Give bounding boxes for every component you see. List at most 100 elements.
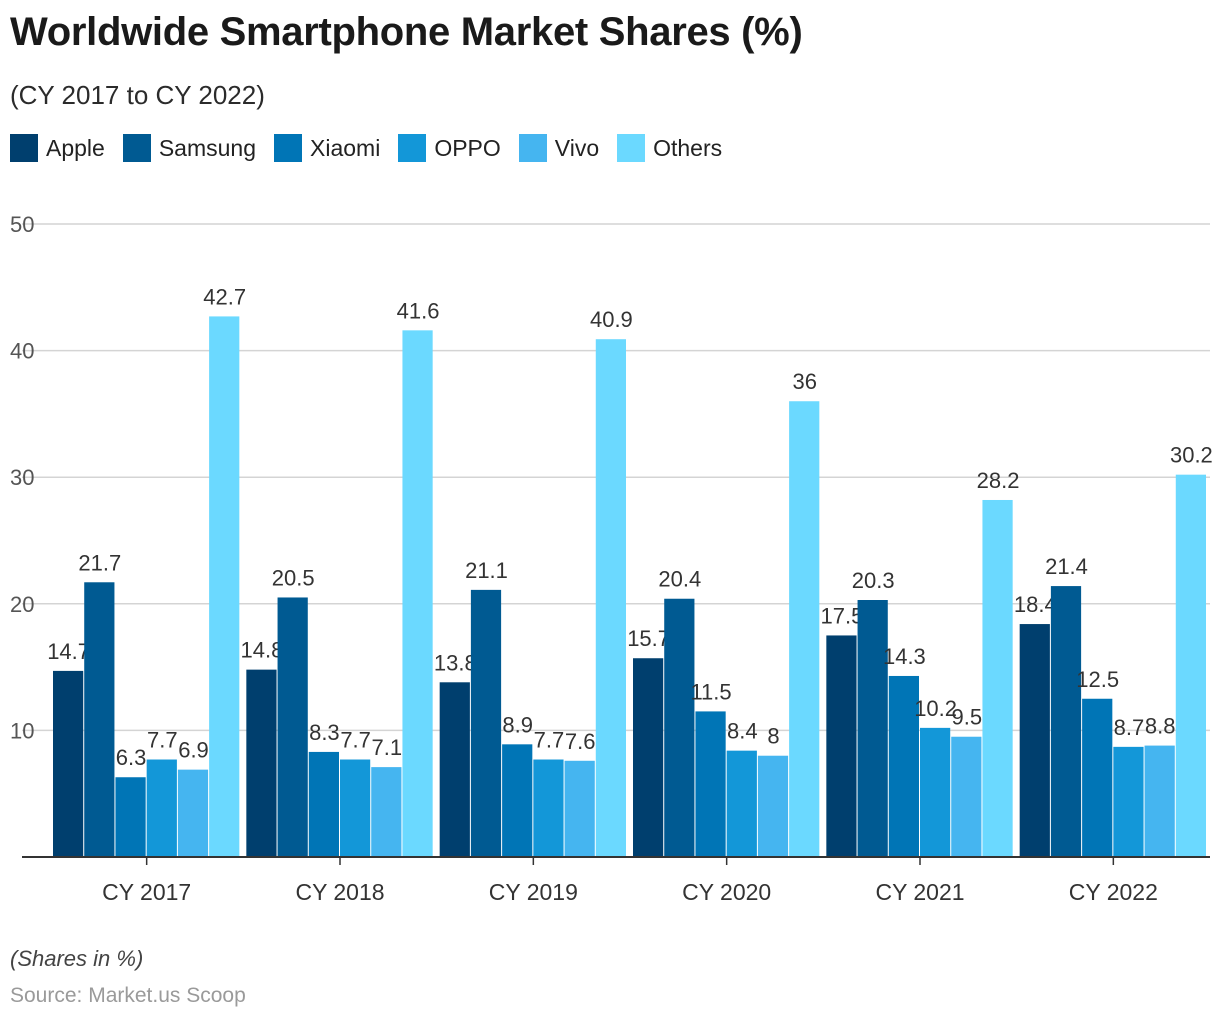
data-label-vivo-cy-2018: 7.1 <box>372 735 403 760</box>
legend-label-vivo: Vivo <box>554 134 600 161</box>
x-tick-label-cy-2018: CY 2018 <box>295 879 384 905</box>
legend-item-oppo: OPPO <box>398 134 501 162</box>
data-label-apple-cy-2022: 18.4 <box>1014 592 1057 617</box>
legend-label-oppo: OPPO <box>434 134 501 161</box>
bar-samsung-cy-2022 <box>1050 586 1082 857</box>
data-label-samsung-cy-2022: 21.4 <box>1045 554 1088 579</box>
bar-oppo-cy-2017 <box>146 759 177 857</box>
bar-apple-cy-2020 <box>633 658 664 857</box>
legend-swatch-others <box>617 134 646 162</box>
x-tick-label-cy-2019: CY 2019 <box>489 879 578 905</box>
bar-apple-cy-2021 <box>826 635 857 857</box>
legend-swatch-vivo <box>518 134 547 162</box>
data-label-others-cy-2021: 28.2 <box>977 468 1020 493</box>
data-label-others-cy-2022: 30.2 <box>1170 443 1213 468</box>
data-label-samsung-cy-2017: 21.7 <box>78 550 121 575</box>
data-label-oppo-cy-2018: 7.7 <box>340 728 371 753</box>
data-label-xiaomi-cy-2018: 8.3 <box>309 720 340 745</box>
bar-others-cy-2020 <box>789 401 820 857</box>
data-label-xiaomi-cy-2020: 11.5 <box>690 679 731 704</box>
legend-item-samsung: Samsung <box>122 134 256 162</box>
data-label-others-cy-2017: 42.7 <box>203 284 246 309</box>
data-label-samsung-cy-2018: 20.5 <box>272 565 315 590</box>
bar-oppo-cy-2021 <box>920 727 951 857</box>
bar-vivo-cy-2018 <box>371 767 402 857</box>
data-label-xiaomi-cy-2017: 6.3 <box>116 745 147 770</box>
bar-others-cy-2019 <box>595 339 626 857</box>
y-tick-label-50: 50 <box>10 212 34 237</box>
legend-label-apple: Apple <box>46 134 105 161</box>
bar-oppo-cy-2018 <box>340 759 371 857</box>
data-label-apple-cy-2018: 14.8 <box>241 638 284 663</box>
bar-xiaomi-cy-2020 <box>695 711 726 857</box>
bar-apple-cy-2018 <box>246 669 277 857</box>
data-label-xiaomi-cy-2019: 8.9 <box>502 712 533 737</box>
legend-label-others: Others <box>653 134 723 161</box>
legend-item-others: Others <box>617 134 722 162</box>
bar-samsung-cy-2021 <box>857 600 888 857</box>
data-label-vivo-cy-2019: 7.6 <box>565 729 596 754</box>
data-label-oppo-cy-2019: 7.7 <box>534 728 565 753</box>
bar-xiaomi-cy-2021 <box>888 675 919 857</box>
legend-item-apple: Apple <box>10 134 105 162</box>
y-tick-label-30: 30 <box>10 465 34 490</box>
data-label-others-cy-2019: 40.9 <box>590 307 633 332</box>
chart-title: Worldwide Smartphone Market Shares (%) <box>10 10 803 54</box>
data-label-vivo-cy-2022: 8.8 <box>1145 714 1176 739</box>
x-tick-label-cy-2021: CY 2021 <box>875 879 964 905</box>
data-label-vivo-cy-2021: 9.5 <box>952 705 983 730</box>
chart-subtitle: (CY 2017 to CY 2022) <box>10 80 265 110</box>
legend-item-xiaomi: Xiaomi <box>274 134 380 162</box>
data-label-oppo-cy-2022: 8.7 <box>1114 715 1145 740</box>
bar-others-cy-2021 <box>982 499 1013 857</box>
x-tick-label-cy-2022: CY 2022 <box>1069 879 1158 905</box>
bar-oppo-cy-2019 <box>533 759 564 857</box>
bar-samsung-cy-2017 <box>84 582 115 857</box>
bar-apple-cy-2019 <box>439 682 470 857</box>
data-label-others-cy-2018: 41.6 <box>397 298 440 323</box>
bar-samsung-cy-2018 <box>277 597 308 857</box>
legend-swatch-xiaomi <box>274 134 302 162</box>
legend-label-xiaomi: Xiaomi <box>310 134 381 161</box>
data-label-oppo-cy-2021: 10.2 <box>914 696 957 721</box>
bar-apple-cy-2022 <box>1019 624 1050 857</box>
y-tick-label-20: 20 <box>10 592 34 617</box>
data-label-xiaomi-cy-2022: 12.5 <box>1076 667 1119 692</box>
legend-swatch-samsung <box>122 134 151 162</box>
data-label-samsung-cy-2020: 20.4 <box>658 567 701 592</box>
data-label-oppo-cy-2017: 7.7 <box>147 728 178 753</box>
units-note: (Shares in %) <box>10 946 144 971</box>
bar-samsung-cy-2019 <box>470 589 502 857</box>
source-note: Source: Market.us Scoop <box>10 984 246 1007</box>
bar-xiaomi-cy-2019 <box>502 744 533 857</box>
bar-xiaomi-cy-2018 <box>308 751 339 857</box>
data-label-others-cy-2020: 36 <box>792 369 816 394</box>
data-label-apple-cy-2019: 13.8 <box>434 650 477 675</box>
x-tick-label-cy-2017: CY 2017 <box>102 879 191 905</box>
data-label-samsung-cy-2021: 20.3 <box>852 568 895 593</box>
bar-apple-cy-2017 <box>53 670 84 857</box>
data-label-vivo-cy-2017: 6.9 <box>178 738 209 763</box>
legend-label-samsung: Samsung <box>158 134 256 161</box>
bar-vivo-cy-2019 <box>564 760 595 857</box>
legend-item-vivo: Vivo <box>518 134 600 162</box>
data-label-apple-cy-2021: 17.5 <box>821 603 864 628</box>
data-label-vivo-cy-2020: 8 <box>767 724 779 749</box>
bar-xiaomi-cy-2017 <box>115 777 146 857</box>
legend-swatch-apple <box>10 134 38 162</box>
legend: Apple Samsung Xiaomi OPPO Vivo Others <box>10 134 740 162</box>
data-label-apple-cy-2020: 15.7 <box>627 626 670 651</box>
data-label-apple-cy-2017: 14.7 <box>47 639 90 664</box>
data-label-oppo-cy-2020: 8.4 <box>727 719 758 744</box>
bar-others-cy-2018 <box>402 330 433 857</box>
y-tick-label-40: 40 <box>10 339 34 364</box>
bar-vivo-cy-2020 <box>757 755 789 857</box>
legend-swatch-oppo <box>398 134 427 162</box>
x-tick-label-cy-2020: CY 2020 <box>682 879 771 905</box>
bar-vivo-cy-2017 <box>177 769 209 857</box>
bar-samsung-cy-2020 <box>664 598 695 857</box>
bar-others-cy-2017 <box>209 316 240 858</box>
bar-xiaomi-cy-2022 <box>1082 698 1113 857</box>
data-label-samsung-cy-2019: 21.1 <box>465 558 508 583</box>
bar-vivo-cy-2022 <box>1144 745 1175 857</box>
